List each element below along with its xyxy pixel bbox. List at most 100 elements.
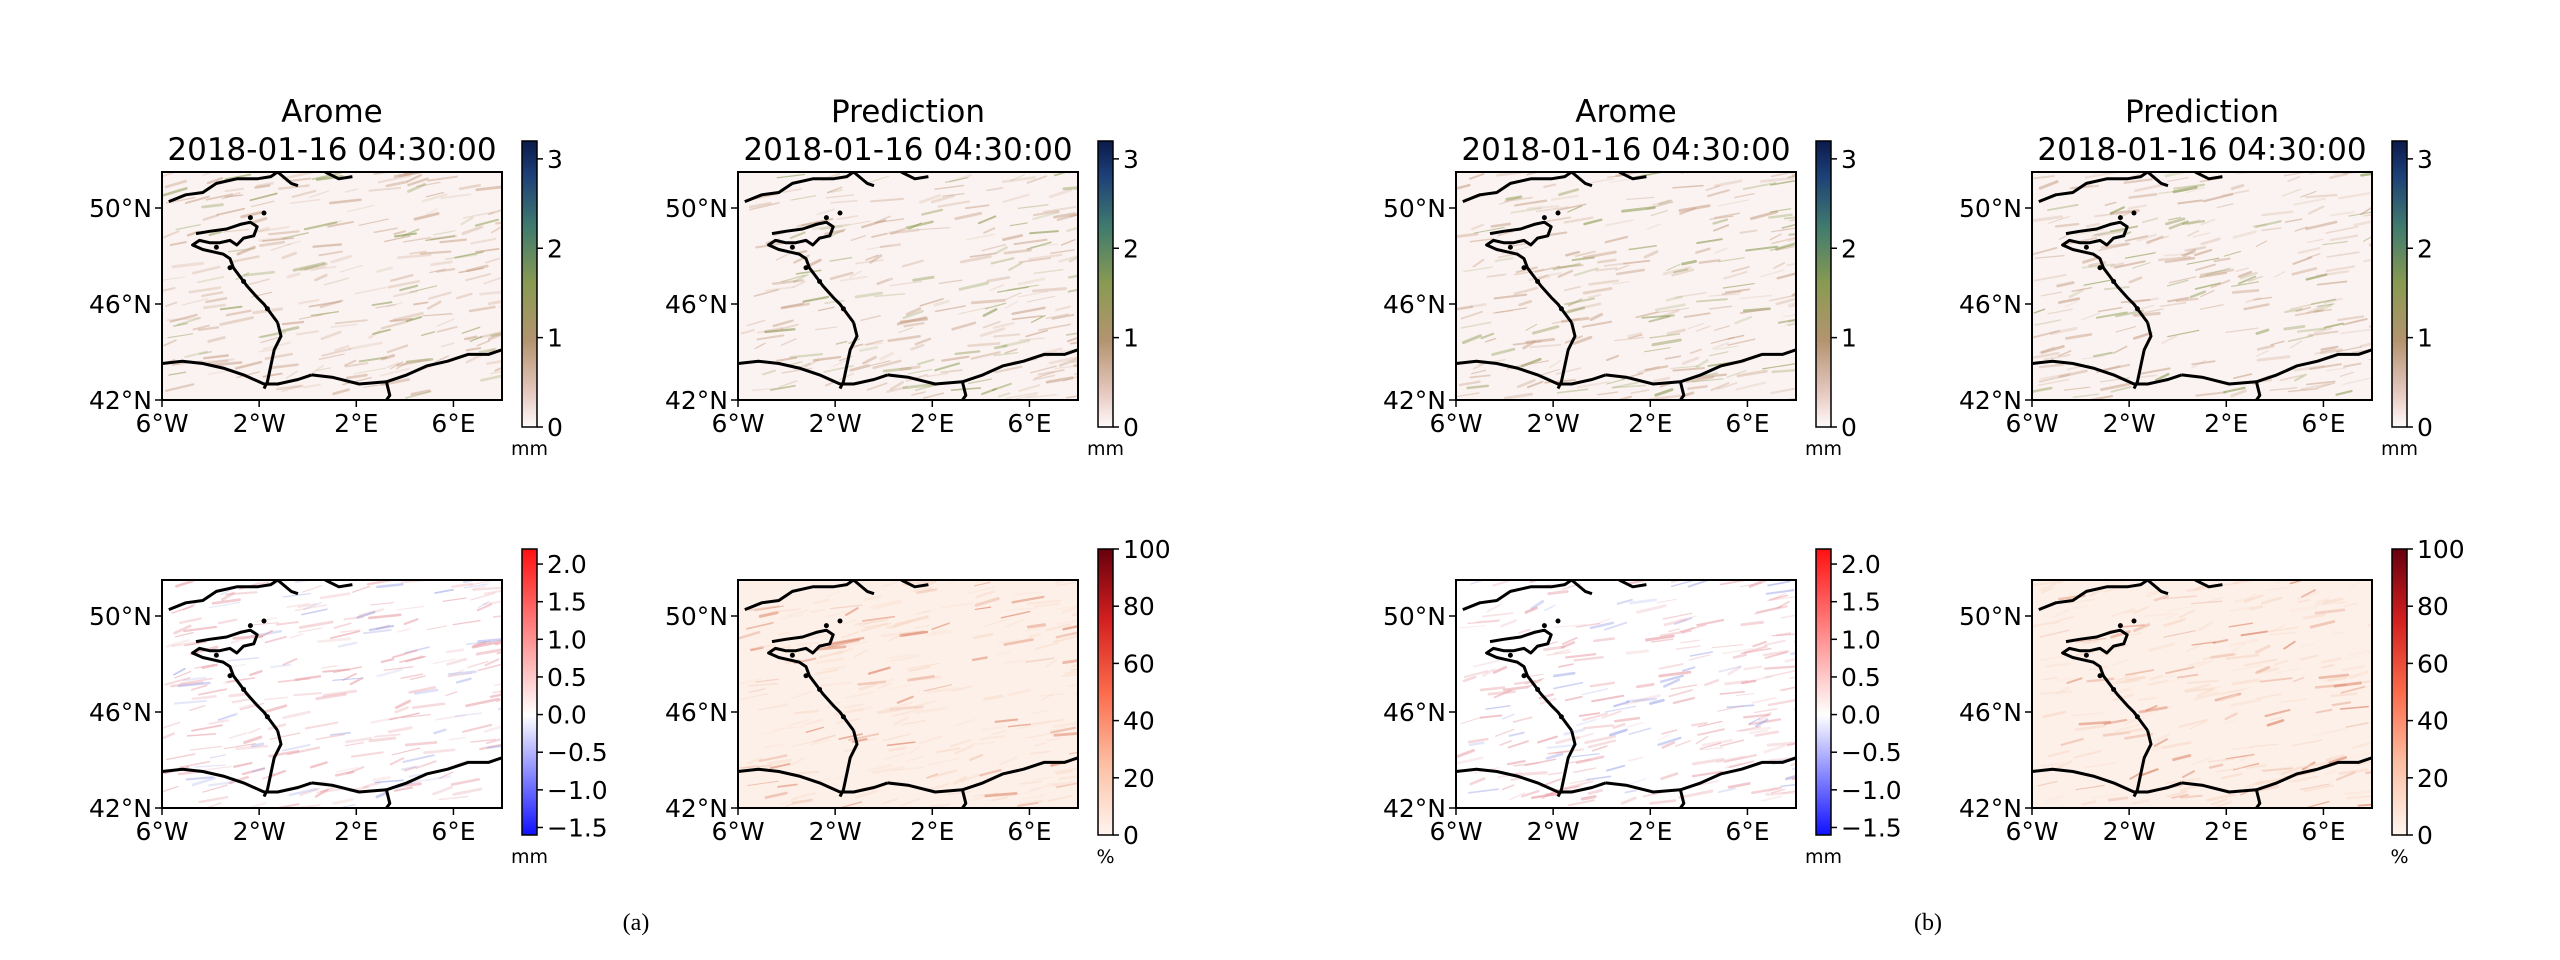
field-streak [2293,197,2327,206]
field-streak [872,601,903,610]
field-streak [199,765,232,772]
field-streak [894,616,929,626]
field-streak [829,271,854,281]
field-streak [1709,215,1734,220]
field-streak [301,608,328,616]
field-streak [426,625,448,631]
field-streak [2171,793,2189,799]
field-streak [1680,639,1700,644]
field-streak [1593,637,1615,643]
field-streak [934,305,966,313]
coastline [852,172,875,188]
field-streak [2173,183,2206,190]
field-streak [2068,598,2096,605]
field-streak [179,677,213,685]
field-streak [2225,753,2255,760]
field-streak [423,748,456,755]
field-streak [2315,708,2333,714]
colorbar-tick-label: 60 [1123,649,1155,678]
field-streak [925,372,949,378]
field-streak [1003,248,1033,255]
field-streak [917,358,935,366]
field-streak [371,301,393,307]
field-streak [445,648,464,654]
field-streak [2156,733,2170,741]
field-streak [320,330,342,341]
field-streak [1658,670,1692,678]
field-streak [997,638,1020,645]
field-streak [1661,729,1678,735]
field-streak [947,791,972,795]
field-streak [1572,732,1594,741]
field-streak [918,735,944,745]
field-streak [173,667,186,676]
field-streak [293,691,323,697]
coastline [1605,348,1796,386]
field-streak [1615,264,1630,271]
field-streak [770,384,796,391]
field-streak [1567,298,1583,307]
field-streak [321,347,352,357]
field-streak [2189,290,2207,299]
field-streak [2329,234,2359,242]
coastline [2146,172,2169,188]
field-streak [926,630,953,637]
colorbar-tick-label: −1.5 [547,813,608,842]
field-streak [2113,260,2146,269]
field-streak [2099,580,2127,585]
field-streak [1045,313,1070,320]
field-streak [1716,382,1738,390]
field-streak [824,299,845,304]
field-streak [1582,287,1613,295]
field-streak [235,360,263,370]
field-streak [830,636,865,645]
field-streak [849,364,870,372]
field-streak [788,361,803,366]
island [1541,623,1547,629]
field-streak [191,695,217,701]
field-streak [907,368,933,375]
field-streak [2322,240,2348,246]
field-streak [1727,665,1742,676]
colorbar-tick-label: 1 [547,324,563,353]
colorbar-unit-label: mm [2381,438,2418,460]
field-streak [805,726,824,733]
field-streak [376,583,404,589]
plot-frame [1455,171,1797,401]
y-tick-label: 46°N [665,290,728,319]
field-streak [2255,240,2268,247]
field-streak [2304,784,2335,792]
field-streak [1033,603,1061,608]
field-streak [401,765,418,771]
field-streak [2074,724,2107,732]
field-streak [2109,687,2132,696]
field-streak [219,316,254,326]
field-streak [1026,394,1058,399]
field-streak [1493,689,1512,699]
field-streak [2148,679,2169,686]
field-streak [2231,288,2260,294]
field-streak [2254,644,2271,654]
field-streak [2053,608,2070,618]
field-streak [2269,387,2298,392]
field-streak [2113,345,2128,354]
field-streak [2043,799,2059,805]
field-streak [854,649,868,658]
field-streak [1010,174,1026,182]
field-streak [367,613,402,620]
field-streak [205,193,233,201]
field-streak [282,657,298,666]
colorbar-tick-label: 2 [1841,234,1857,263]
x-tick-label: 2°W [2103,817,2156,846]
field-streak [1463,670,1489,679]
field-streak [1023,787,1039,795]
field-streak [2164,613,2178,620]
field-streak [1620,796,1637,805]
field-streak [986,187,1004,192]
field-streak [356,610,376,619]
field-streak [1741,679,1757,685]
field-streak [1768,594,1789,601]
field-streak [2316,280,2348,286]
field-streak [1065,395,1078,399]
field-streak [1794,640,1796,643]
